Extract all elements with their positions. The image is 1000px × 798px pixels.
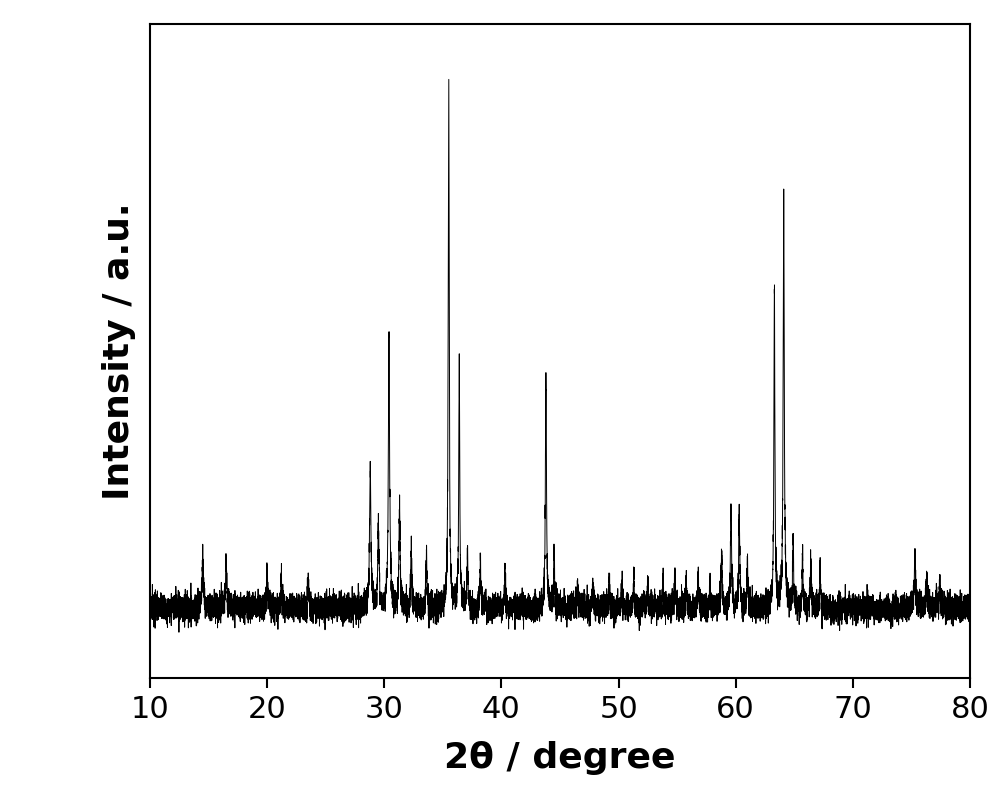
Y-axis label: Intensity / a.u.: Intensity / a.u.	[102, 203, 136, 500]
X-axis label: 2θ / degree: 2θ / degree	[444, 741, 676, 775]
